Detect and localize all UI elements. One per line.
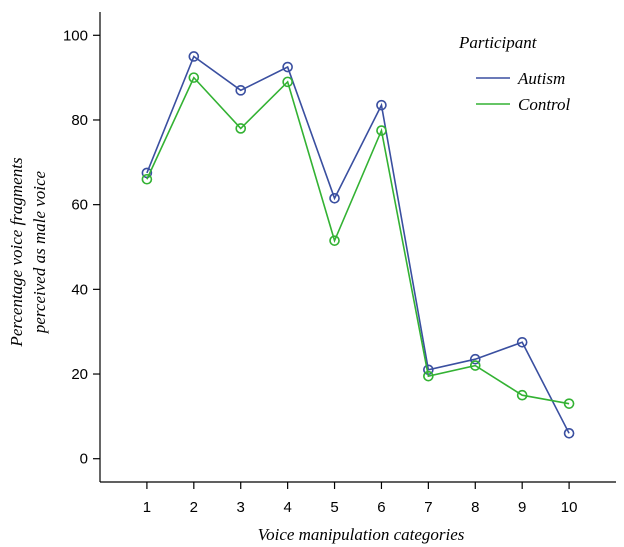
y-axis-title-line-1: Percentage voice fragments bbox=[7, 157, 26, 348]
x-tick-label: 7 bbox=[424, 499, 432, 516]
legend-label-control: Control bbox=[518, 95, 571, 114]
data-point-autism bbox=[516, 336, 528, 348]
data-point-control bbox=[423, 370, 434, 382]
data-point-autism bbox=[376, 99, 387, 111]
x-tick-label: 4 bbox=[283, 499, 291, 516]
y-ticks: 0 20 40 60 80 100 bbox=[63, 27, 100, 468]
y-tick-label: 60 bbox=[71, 197, 88, 214]
series-line-autism bbox=[146, 55, 570, 434]
data-point-autism bbox=[469, 353, 481, 365]
x-ticks: 1 2 3 4 5 6 7 8 9 10 bbox=[143, 482, 578, 516]
data-point-autism bbox=[235, 85, 247, 96]
legend-label-autism: Autism bbox=[517, 69, 565, 88]
y-tick-label: 0 bbox=[80, 451, 88, 468]
x-tick-label: 1 bbox=[143, 499, 151, 516]
x-tick-label: 2 bbox=[190, 499, 198, 516]
x-tick-label: 3 bbox=[237, 499, 245, 516]
chart-axes: 0 20 40 60 80 100 1 2 3 4 5 6 7 8 9 10 bbox=[63, 12, 616, 516]
data-point-autism bbox=[563, 428, 575, 439]
data-point-control bbox=[376, 125, 387, 136]
data-point-control bbox=[516, 389, 528, 401]
x-tick-label: 10 bbox=[561, 499, 578, 516]
data-point-control bbox=[141, 173, 153, 185]
y-tick-label: 40 bbox=[71, 281, 88, 298]
y-axis-title-line-2: perceived as male voice bbox=[30, 170, 49, 334]
data-point-control bbox=[282, 76, 293, 88]
data-point-autism bbox=[329, 193, 340, 204]
legend-title: Participant bbox=[458, 33, 538, 52]
x-axis-title: Voice manipulation categories bbox=[258, 525, 465, 544]
data-point-control bbox=[563, 398, 575, 409]
data-point-autism bbox=[282, 61, 293, 73]
y-tick-label: 100 bbox=[63, 27, 88, 44]
y-axis-title: Percentage voice fragments perceived as … bbox=[7, 157, 49, 348]
data-point-control bbox=[469, 360, 481, 371]
x-tick-label: 9 bbox=[518, 499, 526, 516]
legend: Participant Autism Control bbox=[458, 33, 571, 114]
x-tick-label: 6 bbox=[377, 499, 385, 516]
data-point-autism bbox=[188, 51, 200, 62]
data-point-control bbox=[235, 123, 247, 134]
data-point-control bbox=[329, 235, 340, 246]
x-tick-label: 8 bbox=[471, 499, 479, 516]
series-line-control bbox=[146, 76, 570, 405]
x-tick-label: 5 bbox=[330, 499, 338, 516]
y-tick-label: 80 bbox=[71, 112, 88, 129]
data-point-control bbox=[188, 72, 200, 83]
series-layer bbox=[141, 51, 575, 439]
y-tick-label: 20 bbox=[71, 366, 88, 383]
